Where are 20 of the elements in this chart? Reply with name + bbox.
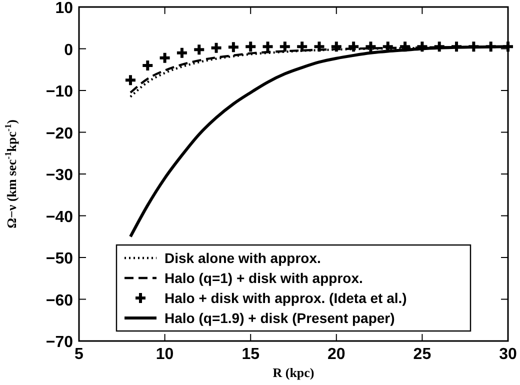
legend-label: Halo (q=1) + disk with approx.	[164, 270, 363, 286]
y-tick-label: 10	[55, 0, 74, 17]
y-tick-label: −50	[46, 250, 74, 268]
x-tick-label: 5	[74, 346, 84, 363]
y-tick-label: −60	[46, 292, 74, 310]
y-tick-label: 0	[64, 42, 74, 59]
y-tick-label: −10	[46, 84, 74, 100]
x-tick-label: 15	[242, 346, 260, 363]
legend-label: Halo (q=1.9) + disk (Present paper)	[164, 310, 395, 326]
x-axis-title: R (kpc)	[272, 365, 314, 380]
x-tick-label: 30	[499, 346, 517, 363]
x-tick-label: 10	[156, 346, 174, 363]
y-tick-label: −70	[46, 334, 74, 351]
x-tick-label: 25	[413, 346, 432, 363]
y-tick-label: −30	[46, 167, 74, 184]
legend-label: Disk alone with approx.	[164, 250, 321, 266]
y-tick-label: −20	[46, 125, 74, 142]
legend-label: Halo + disk with approx. (Ideta et al.)	[164, 290, 407, 306]
x-tick-label: 20	[328, 346, 346, 363]
y-tick-label: −40	[46, 208, 74, 226]
